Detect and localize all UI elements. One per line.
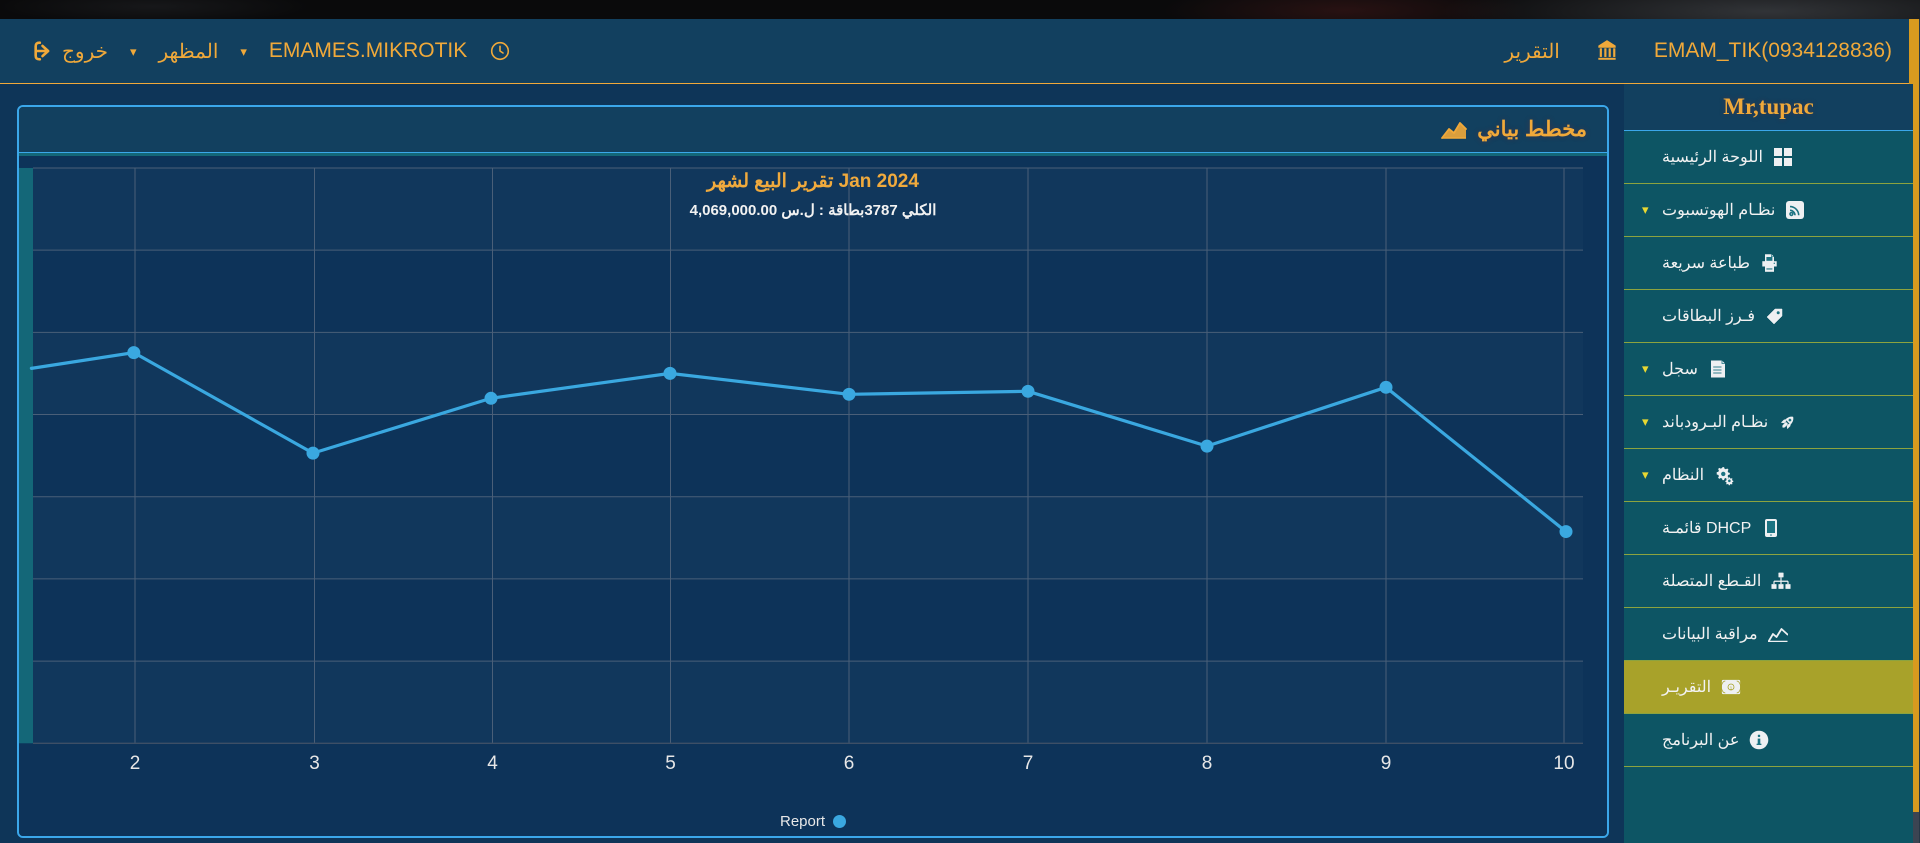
svg-text:7: 7	[1023, 753, 1034, 774]
svg-text:6: 6	[844, 753, 855, 774]
svg-text:3: 3	[309, 753, 320, 774]
svg-text:10: 10	[1553, 753, 1574, 774]
svg-text:5: 5	[665, 753, 676, 774]
svg-text:2: 2	[130, 753, 141, 774]
svg-text:8: 8	[1202, 753, 1213, 774]
svg-text:9: 9	[1381, 753, 1392, 774]
svg-text:4: 4	[487, 753, 498, 774]
